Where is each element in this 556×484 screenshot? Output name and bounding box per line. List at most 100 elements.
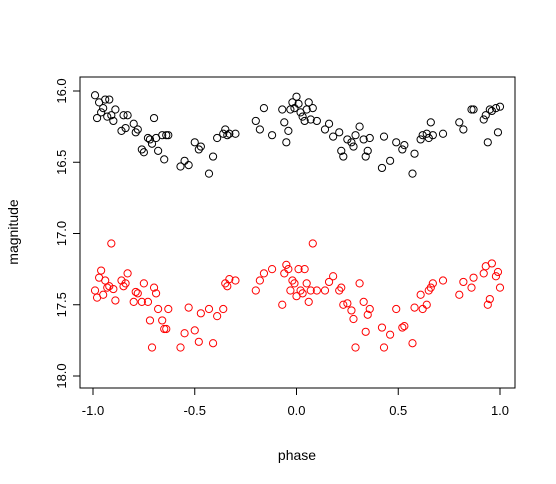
data-point — [379, 343, 389, 352]
data-point — [335, 128, 344, 137]
data-point — [495, 283, 505, 292]
x-tick-label: -1.0 — [82, 403, 104, 418]
data-point — [121, 279, 130, 288]
data-point — [459, 125, 468, 134]
y-tick-label: 17.0 — [54, 221, 69, 246]
data-point — [280, 118, 289, 127]
data-point — [111, 296, 120, 305]
data-point — [164, 131, 173, 140]
data-point — [225, 275, 234, 284]
data-point — [392, 304, 401, 314]
data-point — [176, 343, 185, 352]
data-point — [349, 314, 358, 324]
data-point — [483, 300, 492, 309]
data-point — [119, 111, 128, 120]
data-point — [105, 95, 114, 104]
data-point — [213, 312, 222, 321]
data-point — [282, 260, 291, 269]
data-point — [158, 131, 167, 140]
data-point — [459, 277, 468, 287]
data-point — [361, 152, 370, 161]
data-point — [324, 119, 334, 128]
data-point — [109, 284, 118, 294]
x-tick-label: 1.0 — [491, 403, 509, 418]
data-point — [251, 286, 260, 295]
data-point — [129, 119, 138, 128]
data-point — [495, 102, 505, 111]
data-point — [339, 152, 348, 161]
data-point — [386, 156, 395, 165]
plot-frame — [79, 76, 516, 389]
data-point — [284, 126, 293, 135]
data-point — [302, 279, 311, 288]
data-point — [339, 300, 348, 309]
data-point — [410, 149, 419, 158]
data-point — [204, 169, 214, 178]
data-point — [467, 105, 476, 114]
data-point — [282, 138, 291, 147]
data-point — [351, 131, 360, 140]
data-point — [300, 116, 309, 126]
data-point — [107, 239, 116, 248]
data-point — [418, 304, 427, 314]
data-point — [455, 290, 464, 299]
data-point — [180, 329, 189, 338]
data-point — [123, 111, 132, 120]
data-point — [121, 123, 130, 133]
y-axis-title: magnitude — [5, 199, 21, 265]
data-point — [479, 269, 488, 278]
data-point — [324, 277, 334, 287]
y-axis: 16.0 16.5 17.0 17.5 18.0 — [54, 78, 81, 389]
data-point — [363, 146, 372, 155]
data-point — [485, 105, 494, 114]
data-point — [90, 286, 100, 295]
data-point — [103, 112, 112, 121]
data-point — [416, 290, 425, 299]
data-point — [343, 135, 352, 144]
data-point — [347, 306, 356, 315]
data-point — [300, 265, 309, 274]
data-point — [184, 303, 193, 312]
data-point — [304, 297, 313, 306]
data-point — [147, 139, 157, 148]
data-point — [109, 116, 118, 126]
data-point — [351, 343, 360, 352]
data-point — [398, 145, 407, 154]
data-point — [455, 118, 464, 127]
data-point — [493, 128, 503, 137]
data-point — [231, 129, 240, 138]
data-point — [105, 282, 114, 291]
data-point — [219, 129, 228, 138]
data-point — [147, 343, 157, 352]
data-point — [485, 294, 494, 304]
data-point — [111, 105, 120, 114]
data-point — [483, 138, 492, 147]
data-point — [288, 98, 297, 107]
data-point — [379, 132, 389, 141]
data-point — [131, 287, 140, 297]
data-point — [129, 297, 138, 306]
data-point — [255, 276, 264, 285]
x-axis-title: phase — [278, 447, 316, 463]
data-point — [428, 279, 437, 288]
data-point — [97, 108, 106, 117]
data-point — [143, 297, 153, 306]
data-point — [225, 129, 234, 138]
data-point — [280, 269, 289, 278]
data-point — [487, 259, 496, 268]
data-point — [298, 289, 307, 298]
data-point — [294, 265, 303, 274]
data-point — [487, 106, 496, 116]
data-point — [359, 135, 368, 144]
data-point — [123, 269, 132, 278]
data-point — [400, 322, 409, 331]
data-point — [410, 303, 419, 312]
data-point — [255, 125, 264, 134]
data-point — [190, 138, 199, 147]
data-point — [208, 339, 218, 348]
data-point — [267, 131, 277, 140]
data-point — [103, 283, 112, 292]
data-point — [184, 161, 193, 170]
data-point — [304, 98, 313, 107]
